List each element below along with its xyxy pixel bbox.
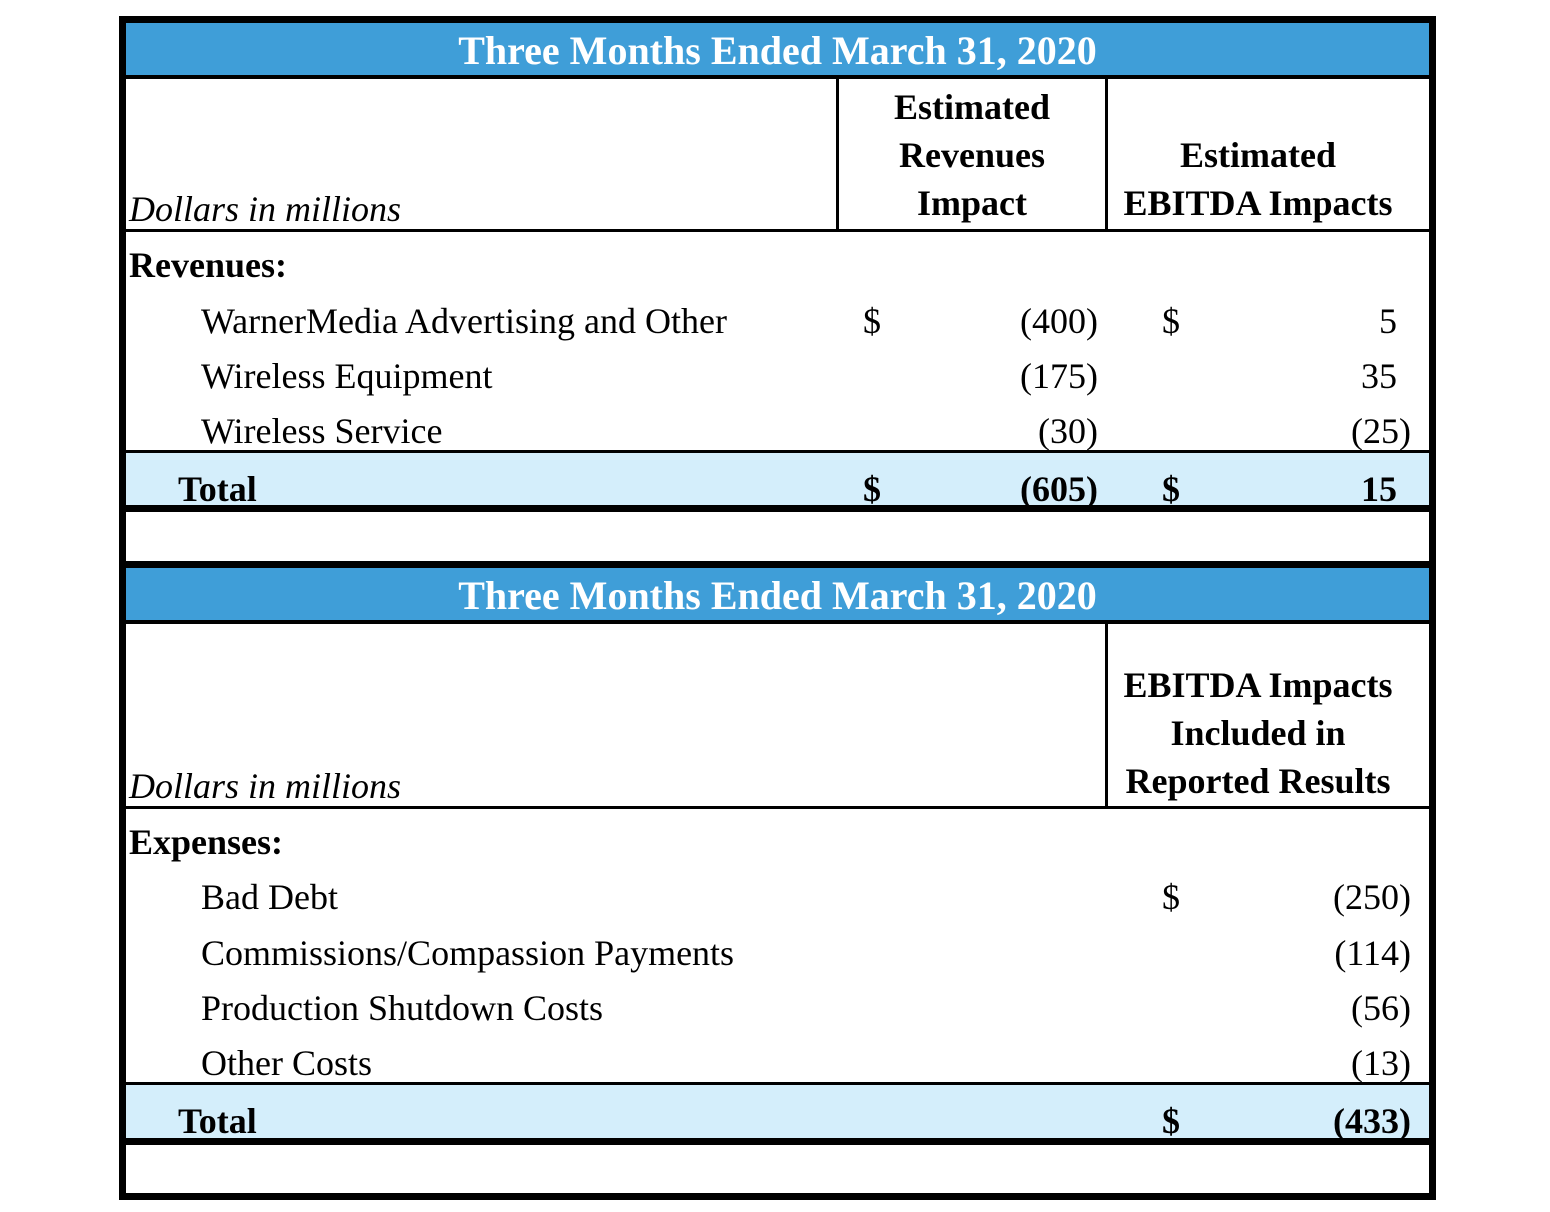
table1-col-revenues-header: Estimated Revenues Impact bbox=[839, 83, 1105, 227]
currency-symbol: $ bbox=[1162, 469, 1180, 509]
header-line: EBITDA Impacts bbox=[1123, 183, 1393, 223]
divider bbox=[126, 561, 1429, 568]
divider bbox=[126, 620, 1429, 624]
ebitda-impact-value: (25) bbox=[1351, 411, 1411, 451]
revenues-total-value: (605) bbox=[1020, 469, 1098, 509]
currency-symbol: $ bbox=[1162, 301, 1180, 341]
ebitda-impact-value: 35 bbox=[1361, 356, 1397, 396]
table1-units-label: Dollars in millions bbox=[129, 189, 402, 229]
column-divider bbox=[1105, 79, 1108, 229]
revenues-impact-value: (30) bbox=[1038, 411, 1098, 451]
column-divider bbox=[836, 79, 839, 229]
revenues-impact-value: (400) bbox=[1020, 301, 1098, 341]
impacts-table-frame: Three Months Ended March 31, 2020 Dollar… bbox=[119, 16, 1436, 1200]
ebitda-impact-value: (250) bbox=[1333, 877, 1411, 917]
table1-title-band: Three Months Ended March 31, 2020 bbox=[126, 23, 1429, 75]
divider bbox=[126, 229, 1429, 232]
row-label: Other Costs bbox=[201, 1043, 372, 1083]
divider bbox=[126, 75, 1429, 79]
header-line: EBITDA Impacts bbox=[1123, 665, 1393, 705]
row-label: Production Shutdown Costs bbox=[201, 988, 604, 1028]
table2-col-ebitda-header: EBITDA Impacts Included in Reported Resu… bbox=[1108, 661, 1408, 805]
header-line: Estimated bbox=[894, 87, 1050, 127]
table1-col-ebitda-header: Estimated EBITDA Impacts bbox=[1108, 131, 1408, 227]
row-label: Wireless Service bbox=[201, 411, 443, 451]
table2-title-band: Three Months Ended March 31, 2020 bbox=[126, 568, 1429, 620]
table2-units-label: Dollars in millions bbox=[129, 766, 402, 806]
table1-total-row: Total $ (605) $ 15 bbox=[126, 453, 1429, 509]
row-label: Wireless Equipment bbox=[201, 356, 493, 396]
ebitda-total-value: 15 bbox=[1361, 469, 1397, 509]
header-line: Estimated bbox=[1180, 135, 1336, 175]
currency-symbol: $ bbox=[863, 469, 881, 509]
header-line: Impact bbox=[917, 183, 1027, 223]
currency-symbol: $ bbox=[1162, 877, 1180, 917]
ebitda-total-value: (433) bbox=[1333, 1101, 1411, 1141]
ebitda-impact-value: (13) bbox=[1351, 1043, 1411, 1083]
divider bbox=[126, 1082, 1429, 1085]
revenues-impact-value: (175) bbox=[1020, 356, 1098, 396]
currency-symbol: $ bbox=[863, 301, 881, 341]
header-line: Included in bbox=[1170, 713, 1346, 753]
ebitda-impact-value: (56) bbox=[1351, 988, 1411, 1028]
divider bbox=[126, 806, 1429, 809]
total-label: Total bbox=[178, 469, 257, 509]
header-line: Reported Results bbox=[1125, 761, 1391, 801]
column-divider bbox=[1105, 624, 1108, 806]
table2-title: Three Months Ended March 31, 2020 bbox=[458, 573, 1097, 618]
table1-section-label: Revenues: bbox=[129, 245, 287, 285]
row-label: Bad Debt bbox=[201, 877, 338, 917]
ebitda-impact-value: 5 bbox=[1379, 301, 1397, 341]
divider bbox=[126, 505, 1429, 512]
header-line: Revenues bbox=[899, 135, 1045, 175]
divider bbox=[126, 450, 1429, 453]
row-label: Commissions/Compassion Payments bbox=[201, 933, 735, 973]
divider bbox=[126, 1138, 1429, 1145]
table1-title: Three Months Ended March 31, 2020 bbox=[458, 28, 1097, 73]
table2-section-label: Expenses: bbox=[129, 822, 284, 862]
ebitda-impact-value: (114) bbox=[1334, 933, 1411, 973]
currency-symbol: $ bbox=[1162, 1101, 1180, 1141]
row-label: WarnerMedia Advertising and Other bbox=[201, 301, 727, 341]
table2-total-row: Total $ (433) bbox=[126, 1085, 1429, 1141]
total-label: Total bbox=[178, 1101, 257, 1141]
